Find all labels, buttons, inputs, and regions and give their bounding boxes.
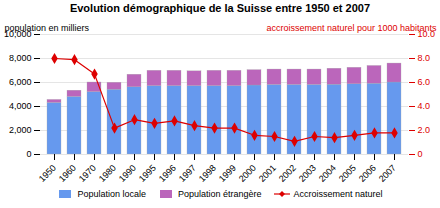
html-text:Accroissement naturel: Accroissement naturel [293,189,383,199]
svg-text:1998: 1998 [197,163,218,184]
svg-text:2,000: 2,000 [9,125,32,135]
svg-text:6.0: 6.0 [418,77,431,87]
svg-text:2001: 2001 [257,163,278,184]
svg-text:population en milliers: population en milliers [5,23,90,33]
svg-text:1950: 1950 [37,163,58,184]
svg-text:2004: 2004 [317,163,338,184]
svg-text:accroissement naturel pour 100: accroissement naturel pour 1000 habitant… [266,23,437,33]
html-text:Population étrangère: Population étrangère [178,189,262,199]
svg-text:10.0: 10.0 [417,29,435,40]
svg-text:1999: 1999 [217,163,238,184]
svg-text:2003: 2003 [297,163,318,184]
svg-text:10,000: 10,000 [4,29,32,40]
svg-text:2.0: 2.0 [418,125,431,135]
svg-text:1960: 1960 [57,163,78,184]
svg-text:2000: 2000 [237,163,258,184]
svg-text:0: 0 [26,149,31,159]
svg-text:4,000: 4,000 [9,101,32,111]
html-text:Population locale: Population locale [77,189,146,199]
svg-text:6,000: 6,000 [9,77,32,87]
svg-text:2007: 2007 [377,163,398,184]
svg-text:1995: 1995 [137,163,158,184]
svg-text:2002: 2002 [277,163,298,184]
svg-text:8.0: 8.0 [418,53,431,63]
svg-text:1970: 1970 [77,163,98,184]
svg-text:8,000: 8,000 [9,53,32,63]
svg-text:1980: 1980 [97,163,118,184]
svg-text:1990: 1990 [117,163,138,184]
svg-text:0: 0 [418,149,423,159]
svg-text:1997: 1997 [177,163,198,184]
svg-text:4.0: 4.0 [418,101,431,111]
svg-text:1996: 1996 [157,163,178,184]
svg-text:2005: 2005 [337,163,358,184]
svg-text:2006: 2006 [357,163,378,184]
html-text:Evolution démographique de la: Evolution démographique de la Suisse ent… [69,2,371,14]
